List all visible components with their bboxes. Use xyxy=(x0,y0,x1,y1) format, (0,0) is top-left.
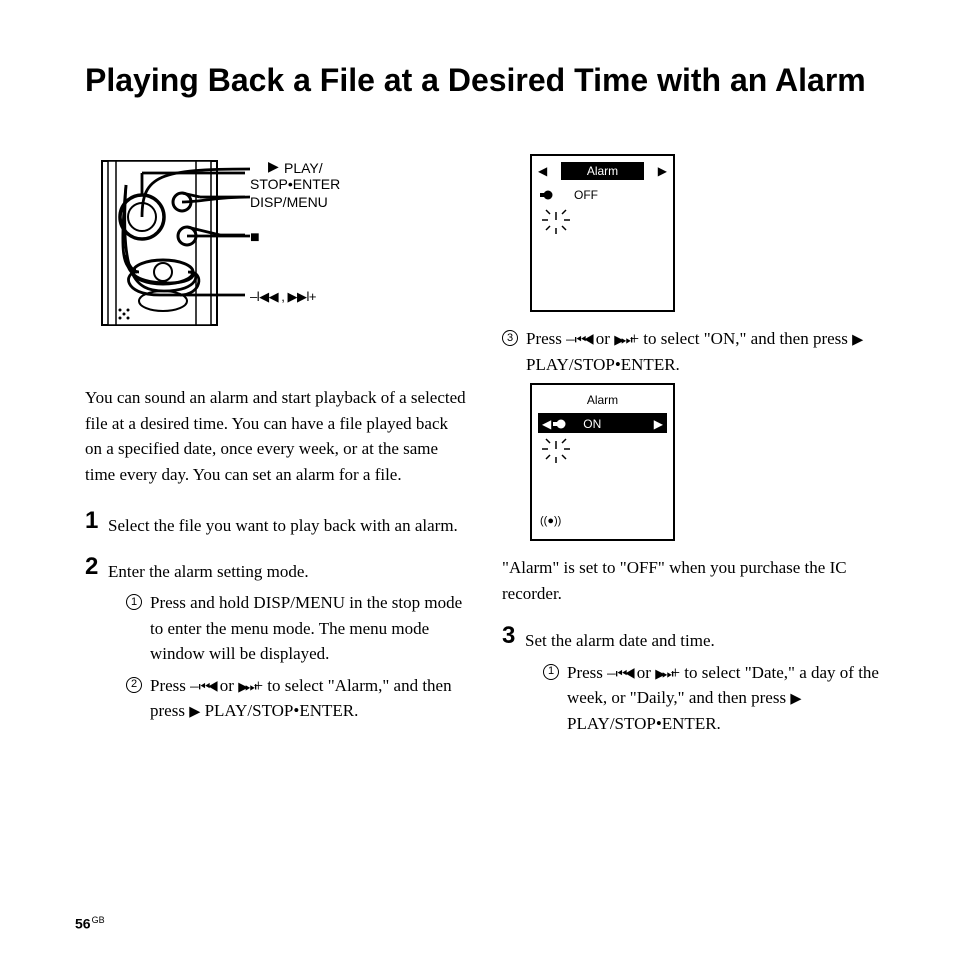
circled-1-icon: 1 xyxy=(126,594,142,610)
right-column: ◀ Alarm ▶ OFF 3 Press – or + to select xyxy=(502,150,884,758)
step-2-sub-1: 1 Press and hold DISP/MENU in the stop m… xyxy=(126,590,467,667)
prev-icon xyxy=(575,329,592,348)
circled-1-icon: 1 xyxy=(543,664,559,680)
step-1: 1 Select the file you want to play back … xyxy=(85,509,467,539)
play-icon xyxy=(852,329,863,348)
right-arrow-icon: ▶ xyxy=(652,415,665,433)
spinner-icon xyxy=(540,208,580,234)
svg-text:■: ■ xyxy=(250,229,260,246)
prev-icon xyxy=(199,676,216,695)
next-icon xyxy=(238,676,253,695)
left-arrow-icon: ◀ xyxy=(538,162,547,180)
left-column: ▶ PLAY/ STOP•ENTER DISP/MENU ■ –l◀◀ , ▶▶… xyxy=(85,150,467,758)
step-number-3: 3 xyxy=(502,624,518,648)
circled-2-icon: 2 xyxy=(126,677,142,693)
step-number-1: 1 xyxy=(85,509,101,533)
page-number: 56GB xyxy=(75,915,105,932)
step-1-text: Select the file you want to play back wi… xyxy=(108,509,467,539)
play-icon xyxy=(189,701,200,720)
svg-text:–l◀◀ , ▶▶l+: –l◀◀ , ▶▶l+ xyxy=(250,289,316,304)
step-2-sub-1-text: Press and hold DISP/MENU in the stop mod… xyxy=(150,590,467,667)
step-3-sub-1: 1 Press – or + to select "Date," a day o… xyxy=(543,660,884,737)
screen1-value-row: OFF xyxy=(538,184,667,204)
circled-3-icon: 3 xyxy=(502,330,518,346)
label-play: PLAY/ xyxy=(284,160,323,176)
label-disp-menu: DISP/MENU xyxy=(250,194,328,210)
step-number-2: 2 xyxy=(85,555,101,579)
step-2-text: Enter the alarm setting mode. xyxy=(108,559,467,585)
note-text: "Alarm" is set to "OFF" when you purchas… xyxy=(502,555,884,606)
next-icon xyxy=(655,663,670,682)
screen-alarm-off: ◀ Alarm ▶ OFF xyxy=(530,154,675,312)
intro-text: You can sound an alarm and start playbac… xyxy=(85,385,467,487)
step-2-sub-2: 2 Press – or + to select "Alarm," and th… xyxy=(126,673,467,724)
step-3-sub-1-text: Press – or + to select "Date," a day of … xyxy=(567,660,884,737)
prev-icon xyxy=(616,663,633,682)
screen2-header: ◀ Alarm ▶ xyxy=(538,390,667,413)
step-2-sub-2-text: Press – or + to select "Alarm," and then… xyxy=(150,673,467,724)
step-2-sub-3: 3 Press – or + to select "ON," and then … xyxy=(502,326,884,377)
right-arrow-icon: ▶ xyxy=(658,162,667,180)
label-stop-enter: STOP•ENTER xyxy=(250,176,340,192)
step-3-text: Set the alarm date and time. xyxy=(525,628,884,654)
content-columns: ▶ PLAY/ STOP•ENTER DISP/MENU ■ –l◀◀ , ▶▶… xyxy=(85,150,884,758)
step-2-sub-3-text: Press – or + to select "ON," and then pr… xyxy=(526,326,884,377)
screen2-value-row: ◀ ON ▶ xyxy=(538,413,667,433)
left-arrow-icon: ◀ xyxy=(540,415,553,433)
screen-alarm-on: ◀ Alarm ▶ ◀ ON ▶ ((●)) xyxy=(530,383,675,541)
page-title: Playing Back a File at a Desired Time wi… xyxy=(85,60,884,100)
play-icon xyxy=(790,688,801,707)
device-diagram: ▶ PLAY/ STOP•ENTER DISP/MENU ■ –l◀◀ , ▶▶… xyxy=(90,155,462,330)
step-3: 3 Set the alarm date and time. 1 Press –… xyxy=(502,624,884,742)
svg-text:▶: ▶ xyxy=(268,158,279,174)
step-2: 2 Enter the alarm setting mode. 1 Press … xyxy=(85,555,467,730)
alarm-sound-icon: ((●)) xyxy=(540,513,561,530)
screen1-header: ◀ Alarm ▶ xyxy=(538,161,667,184)
next-icon xyxy=(614,329,629,348)
spinner-icon xyxy=(540,437,580,463)
